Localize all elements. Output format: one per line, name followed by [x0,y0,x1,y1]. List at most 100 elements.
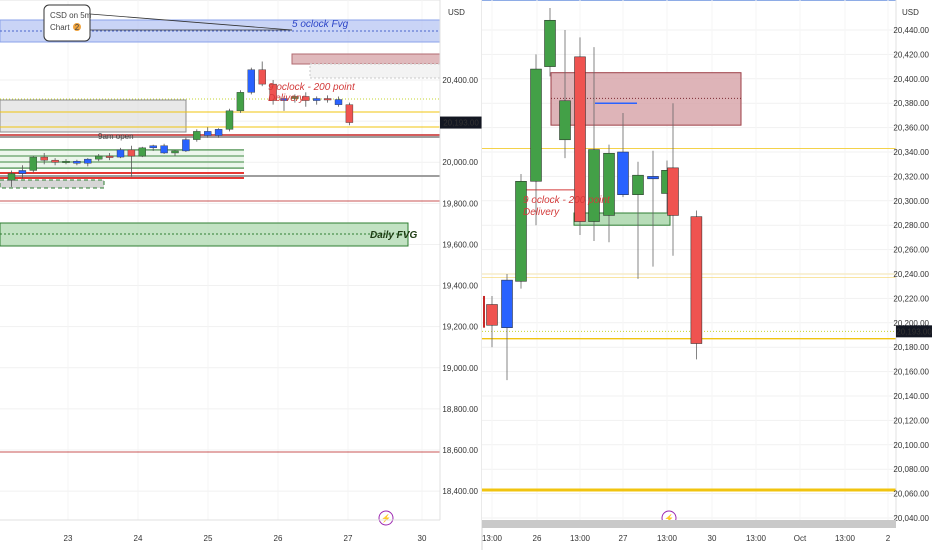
right-candle-body[interactable] [667,167,679,216]
left-x-tick-label: 23 [64,534,73,543]
left-candle-body[interactable] [171,150,179,154]
left-candle-body[interactable] [127,149,136,157]
delivery-label-line2: Delivery [268,93,305,104]
left-candle-body[interactable] [84,158,92,164]
right-candle-body[interactable] [690,216,703,344]
right-candle-body[interactable] [632,174,644,195]
right-y-tick-label: 20,140.00 [893,392,929,401]
left-plot-bg [0,0,440,520]
flash-glyph-right: ⚡ [664,513,674,523]
left-candle-body[interactable] [280,98,288,101]
right-candle-body[interactable] [544,19,556,67]
left-y-tick-label: 20,400.00 [442,76,478,85]
left-currency-label: USD [448,8,465,17]
right-x-tick-label: 30 [708,534,717,543]
csd-annotation-box[interactable] [43,4,91,42]
left-candle-body[interactable] [51,159,59,163]
right-price-axis-bg[interactable] [896,0,932,550]
right-y-tick-label: 20,220.00 [893,294,929,303]
left-candle-body[interactable] [269,83,277,101]
right-candle-body[interactable] [647,176,659,180]
right-candle-body[interactable] [530,68,542,182]
left-candle-body[interactable] [291,96,299,99]
csd-box-line1: CSD on 5m [50,11,92,20]
right-candle-body[interactable] [617,151,629,195]
left-candle-body[interactable] [94,155,103,160]
right-y-tick-label: 20,200.00 [893,319,929,328]
left-candle-body[interactable] [214,129,223,136]
right-y-tick-label: 20,380.00 [893,99,929,108]
left-candle-body[interactable] [62,160,70,163]
left-candle-body[interactable] [40,156,48,161]
right-y-tick-label: 20,180.00 [893,343,929,352]
right-y-tick-label: 20,240.00 [893,270,929,279]
left-candle-body[interactable] [116,149,125,158]
left-candle-body[interactable] [313,98,321,101]
left-y-tick-label: 18,800.00 [442,405,478,414]
left-candle-body[interactable] [18,170,27,174]
right-x-tick-label: Oct [794,534,807,543]
right-x-tick-label: 2 [886,534,891,543]
left-y-tick-label: 19,800.00 [442,199,478,208]
fvg-5oclock-label: 5 oclock Fvg [292,19,349,30]
right-y-tick-label: 20,160.00 [893,368,929,377]
left-candle-body[interactable] [149,145,157,149]
left-candle-body[interactable] [105,155,114,158]
right-x-tick-label: 27 [619,534,628,543]
left-candle-body[interactable] [334,99,343,105]
right-y-tick-label: 20,420.00 [893,50,929,59]
left-last-price-text: 20,193.00 [443,119,479,128]
left-candle-body[interactable] [29,156,37,171]
right-last-price-text: 20,193.00 [896,327,932,336]
left-candle-body[interactable] [345,104,354,123]
left-y-tick-label: 19,000.00 [442,364,478,373]
right-y-tick-label: 20,100.00 [893,441,929,450]
left-y-tick-label: 20,000.00 [442,158,478,167]
left-candle-body[interactable] [302,96,310,101]
right-y-tick-label: 20,360.00 [893,124,929,133]
left-y-tick-label: 18,400.00 [442,487,478,496]
right-last-price-badge [896,325,932,338]
left-x-tick-label: 30 [418,534,427,543]
nine-am-open-label: 9am open [98,132,134,141]
right-y-tick-label: 20,300.00 [893,197,929,206]
right-candle-body[interactable] [588,149,600,222]
right-candle-body[interactable] [559,100,571,141]
right-candle-body[interactable] [603,152,615,216]
right-y-tick-label: 20,120.00 [893,416,929,425]
left-candle-body[interactable] [138,147,147,157]
left-candle-body[interactable] [247,69,256,93]
flash-icon-left[interactable] [378,510,394,526]
right-x-tick-label: 13:00 [835,534,856,543]
left-candle-body[interactable] [160,145,168,154]
right-candle-body[interactable] [501,279,513,328]
right-y-tick-label: 20,040.00 [893,514,929,523]
right-candle-body[interactable] [515,181,527,282]
left-price-axis-bg[interactable] [440,0,482,550]
csd-badge-number: 2 [75,23,80,32]
left-candle-body[interactable] [203,131,212,136]
left-chart-panel[interactable]: CSD on 5m Chart 2 5 oclock Fvg 9 oclock - 20… [0,0,441,526]
right-x-tick-label: 13:00 [746,534,767,543]
left-y-tick-label: 19,600.00 [442,240,478,249]
right-x-tick-label: 26 [533,534,542,543]
right-time-scrollbar[interactable] [482,520,896,528]
right-y-tick-label: 20,440.00 [893,26,929,35]
right-x-tick-label: 13:00 [657,534,678,543]
left-candle-body[interactable] [258,69,266,85]
right-y-tick-label: 20,080.00 [893,465,929,474]
left-candle-body[interactable] [7,173,16,181]
right-y-tick-label: 20,340.00 [893,148,929,157]
right-candle-body[interactable] [574,56,586,222]
left-candle-body[interactable] [73,160,81,164]
left-x-tick-label: 27 [344,534,353,543]
left-candle-body[interactable] [236,92,245,112]
right-candle-body[interactable] [486,304,498,326]
left-candle-body[interactable] [323,98,332,101]
daily-fvg-label: Daily FVG [370,230,417,241]
left-candle-body[interactable] [182,139,190,152]
left-candle-body[interactable] [193,131,201,140]
left-candle-body[interactable] [225,110,234,130]
right-y-tick-label: 20,060.00 [893,490,929,499]
